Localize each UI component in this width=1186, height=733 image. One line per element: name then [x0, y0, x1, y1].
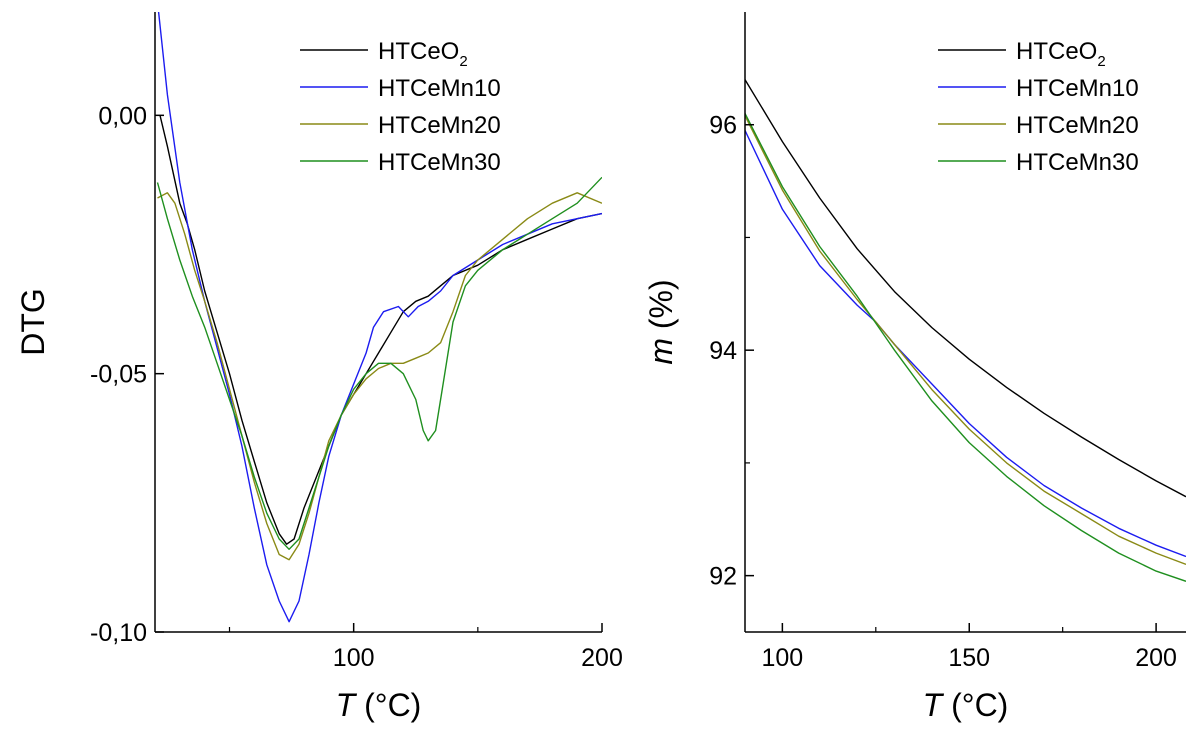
x-tick-label: 100 [762, 644, 804, 672]
x-tick-label: 150 [948, 644, 990, 672]
series-line-htcemn30 [156, 176, 602, 550]
legend-label: HTCeMn10 [1016, 75, 1139, 102]
legend: HTCeO2 HTCeMn10 HTCeMn20 HTCeMn30 [938, 38, 1139, 176]
legend: HTCeO2 HTCeMn10 HTCeMn20 HTCeMn30 [300, 38, 501, 176]
y-axis-label: m (%) [643, 279, 679, 364]
y-tick-label: -0,05 [90, 361, 147, 389]
legend-label: HTCeMn20 [378, 112, 501, 139]
y-tick-label: 0,00 [98, 102, 147, 130]
legend-label: HTCeMn30 [378, 149, 501, 176]
series-line-htcemn20 [157, 192, 602, 561]
y-tick-label: -0,10 [90, 619, 147, 647]
series-line-htcemn30 [745, 113, 1186, 582]
x-axis-label: T (°C) [336, 687, 422, 723]
y-axis-label: DTG [15, 288, 51, 356]
legend-label: HTCeO2 [378, 38, 468, 70]
series-line-htcemn20 [745, 115, 1186, 566]
y-tick-label: 96 [709, 112, 737, 140]
y-tick-label: 92 [709, 563, 737, 591]
series-line-htcemn10 [745, 130, 1186, 558]
x-tick-label: 100 [333, 644, 375, 672]
dtg-panel: 100 200 0,00 -0,05 -0,10 T (°C) DTG HTCeO2 HTCeM… [15, 12, 623, 723]
mass-panel: 100 150 200 96 94 92 T (°C) m (%) HTCeO2 HTCeMn10… [643, 12, 1186, 723]
x-tick-label: 200 [1135, 644, 1177, 672]
legend-label: HTCeMn30 [1016, 149, 1139, 176]
legend-label: HTCeMn20 [1016, 112, 1139, 139]
series-line-htceo2 [745, 79, 1186, 498]
legend-label: HTCeMn10 [378, 75, 501, 102]
x-axis-label: T (°C) [923, 687, 1009, 723]
legend-label: HTCeO2 [1016, 38, 1106, 70]
y-tick-label: 94 [709, 337, 737, 365]
series-line-htceo2 [159, 115, 602, 545]
x-tick-label: 200 [581, 644, 623, 672]
